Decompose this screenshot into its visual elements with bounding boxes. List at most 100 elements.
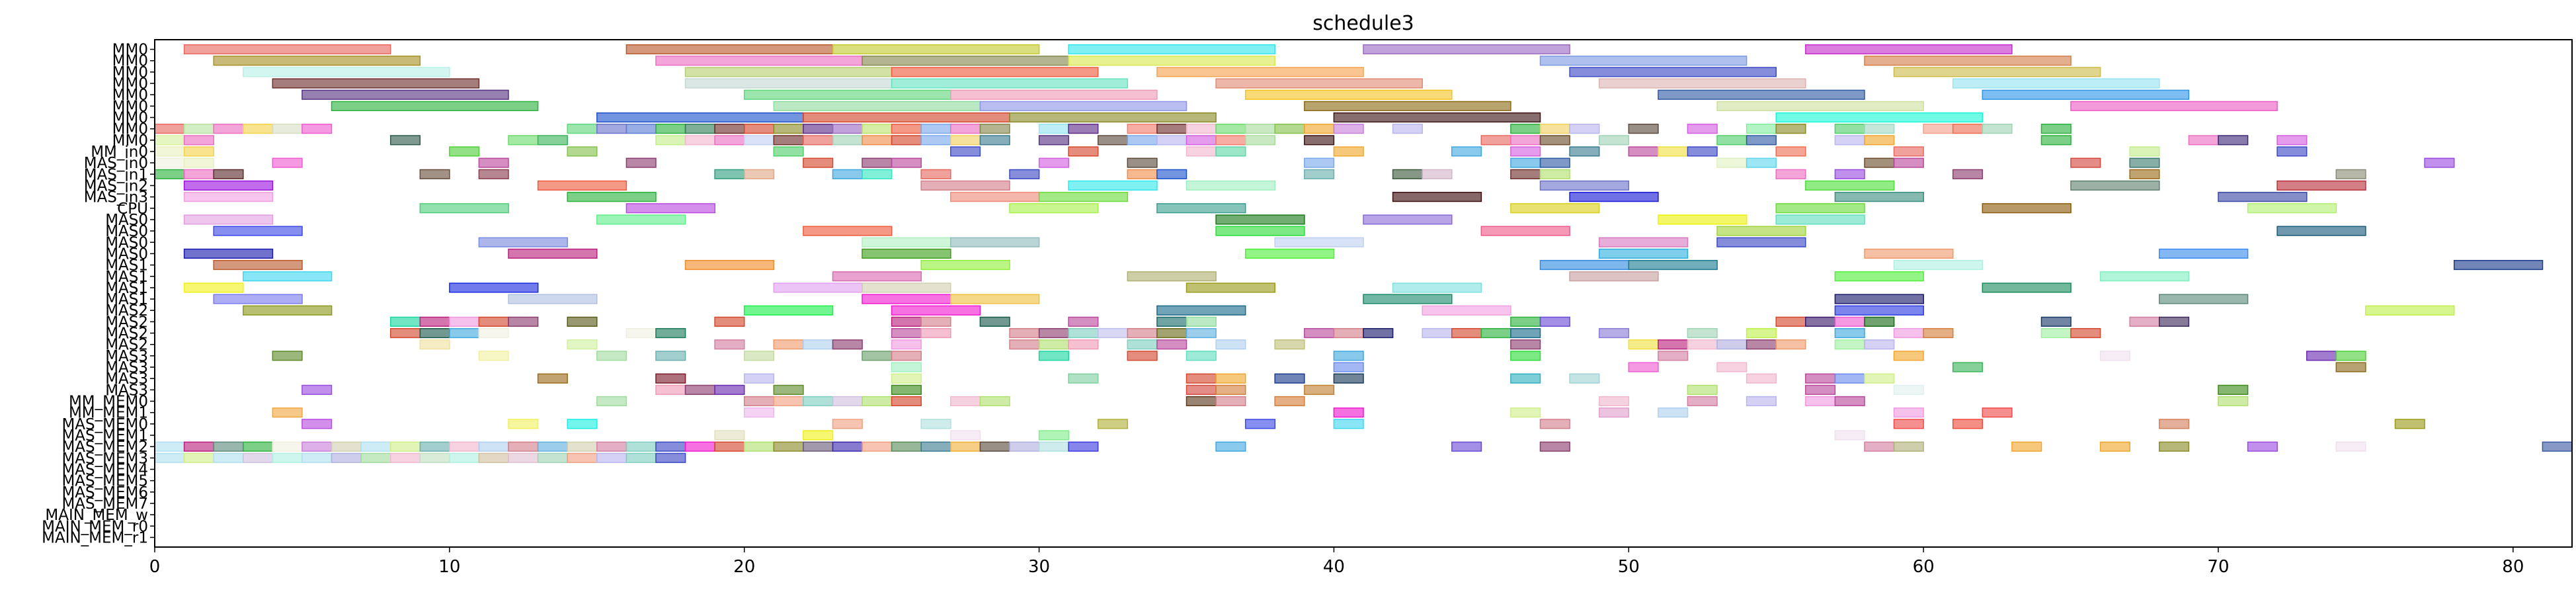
task-bar xyxy=(2129,169,2160,179)
task-bar xyxy=(596,214,686,225)
task-bar xyxy=(625,452,657,463)
task-bar xyxy=(1009,327,1040,339)
task-bar xyxy=(743,124,775,134)
task-bar xyxy=(154,146,185,157)
task-bar xyxy=(1274,237,1364,247)
task-bar xyxy=(714,339,745,350)
task-bar xyxy=(1009,203,1099,214)
task-bar xyxy=(1893,146,1924,157)
task-bar xyxy=(2099,271,2190,282)
task-bar xyxy=(803,124,834,134)
task-bar xyxy=(596,351,627,361)
task-bar xyxy=(508,135,539,146)
task-bar xyxy=(862,135,893,146)
task-bar xyxy=(714,169,745,179)
task-bar xyxy=(625,44,834,55)
row-label: MM0 xyxy=(112,53,148,70)
task-bar xyxy=(2159,441,2190,452)
task-bar xyxy=(1746,135,1777,146)
task-bar xyxy=(1864,124,1895,134)
task-bar xyxy=(1834,271,1924,282)
task-bar xyxy=(1422,327,1453,339)
task-bar xyxy=(1510,203,1600,214)
task-bar xyxy=(920,419,951,429)
task-bar xyxy=(2276,146,2308,157)
row-label: MAS_in1 xyxy=(84,166,148,183)
task-bar xyxy=(803,396,834,407)
row-label: MAS_MEM7 xyxy=(61,495,148,513)
task-bar xyxy=(1186,316,1217,327)
task-bar xyxy=(1244,419,1276,429)
task-bar xyxy=(1510,135,1541,146)
task-bar xyxy=(891,157,922,168)
task-bar xyxy=(773,124,804,134)
task-bar xyxy=(1805,396,1836,407)
task-bar xyxy=(1746,339,1777,350)
task-bar xyxy=(1215,396,1246,407)
row-label: MAS_in3 xyxy=(84,189,148,206)
task-bar xyxy=(419,203,509,214)
task-bar xyxy=(1451,327,1482,339)
row-label: MAS0 xyxy=(105,212,148,229)
task-bar xyxy=(684,78,893,89)
task-bar xyxy=(1127,351,1158,361)
task-bar xyxy=(449,316,480,327)
task-bar xyxy=(832,124,863,134)
task-bar xyxy=(1333,124,1364,134)
row-label: MAS1 xyxy=(105,257,148,275)
task-bar xyxy=(213,294,303,304)
x-tick-label: 60 xyxy=(1913,557,1935,577)
task-bar xyxy=(891,316,922,327)
task-bar xyxy=(1038,441,1069,452)
task-bar xyxy=(272,351,303,361)
task-bar xyxy=(478,351,509,361)
task-bar xyxy=(213,169,244,179)
task-bar xyxy=(478,327,509,339)
task-bar xyxy=(1215,78,1423,89)
task-bar xyxy=(1834,124,1865,134)
task-bar xyxy=(773,441,804,452)
x-tick-label: 70 xyxy=(2207,557,2229,577)
task-bar xyxy=(803,430,834,441)
task-bar xyxy=(891,441,922,452)
task-bar xyxy=(655,56,863,66)
task-bar xyxy=(1186,373,1217,384)
task-bar xyxy=(1569,67,1777,77)
task-bar xyxy=(1952,78,2160,89)
row-label: MM0 xyxy=(112,75,148,93)
task-bar xyxy=(950,192,1040,202)
task-bar xyxy=(743,135,775,146)
task-bar xyxy=(302,89,509,100)
task-bar xyxy=(1304,157,1335,168)
task-bar xyxy=(2276,135,2308,146)
x-tick-label: 10 xyxy=(438,557,460,577)
task-bar xyxy=(1333,362,1364,372)
task-bar xyxy=(684,259,775,271)
task-bar xyxy=(743,351,775,361)
row-label: MAS2 xyxy=(105,314,148,331)
task-bar xyxy=(1775,339,1806,350)
task-bar xyxy=(1186,384,1217,395)
task-bar xyxy=(832,135,863,146)
task-bar xyxy=(684,135,715,146)
x-tick-label: 0 xyxy=(149,557,161,577)
task-bar xyxy=(419,452,450,463)
task-bar xyxy=(1304,124,1335,134)
task-bar xyxy=(2159,316,2190,327)
task-bar xyxy=(1156,135,1187,146)
row-label: MAS3 xyxy=(105,382,148,399)
task-bar xyxy=(183,441,214,452)
task-bar xyxy=(154,169,185,179)
task-bar xyxy=(1658,407,1689,418)
task-bar xyxy=(1333,112,1541,123)
x-tick-label: 80 xyxy=(2502,557,2524,577)
task-bar xyxy=(2188,135,2219,146)
task-bar xyxy=(1805,44,2013,55)
task-bar xyxy=(655,124,686,134)
row-label: MAIN_MEM_w xyxy=(45,507,148,524)
task-bar xyxy=(419,327,450,339)
task-bar xyxy=(1274,339,1305,350)
task-bar xyxy=(1539,56,1748,66)
task-bar xyxy=(832,441,863,452)
task-bar xyxy=(1598,135,1630,146)
